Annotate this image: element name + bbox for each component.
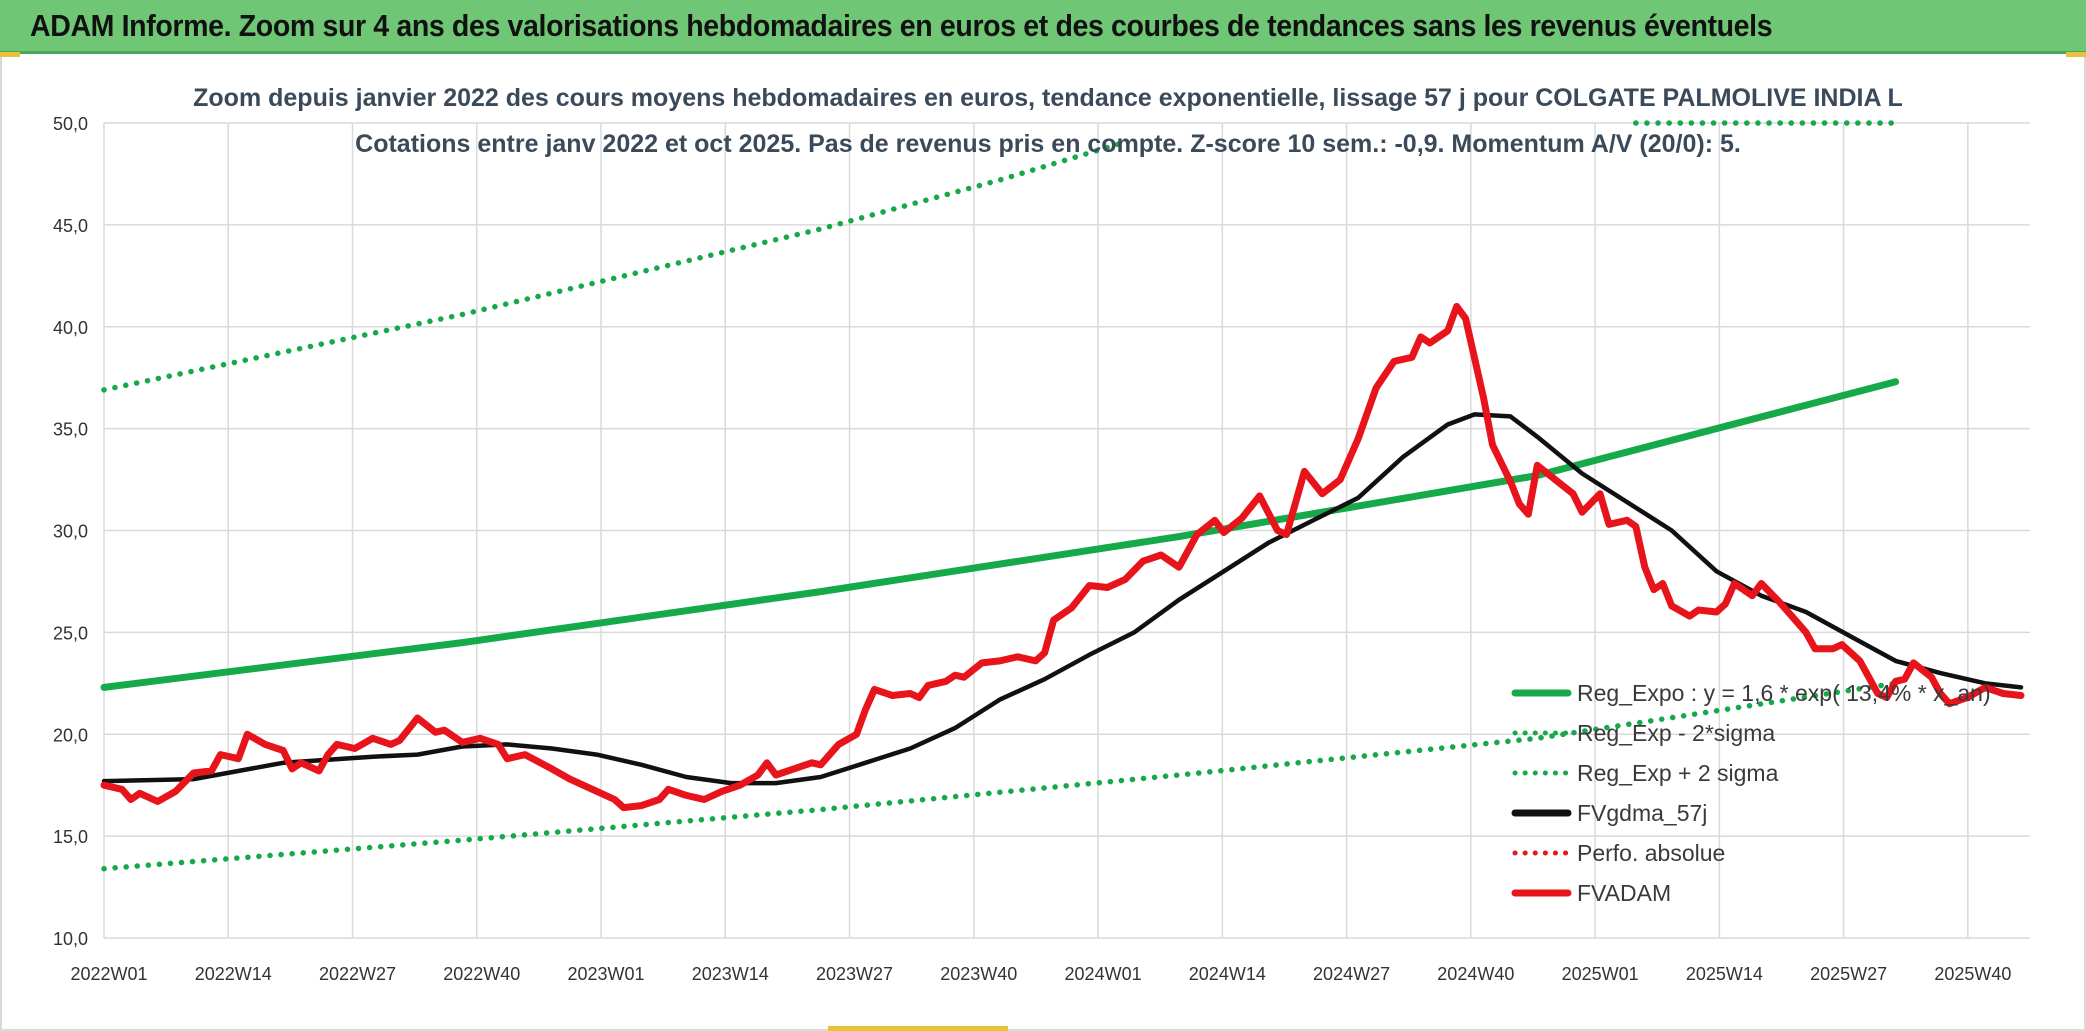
banner-accent-left: [0, 52, 20, 57]
gridlines: [103, 122, 2030, 939]
x-tick-label: 2022W14: [195, 964, 272, 984]
x-tick-label: 2024W14: [1189, 964, 1266, 984]
y-tick-label: 50,0: [53, 114, 88, 134]
chart-title-line2: Cotations entre janv 2022 et oct 2025. P…: [355, 130, 1741, 158]
x-tick-label: 2022W40: [443, 964, 520, 984]
report-title: ADAM Informe. Zoom sur 4 ans des valoris…: [30, 8, 1773, 43]
legend-label: Perfo. absolue: [1577, 840, 1725, 866]
legend-label: Reg_Exp + 2 sigma: [1577, 760, 1779, 786]
legend-label: FVADAM: [1577, 880, 1671, 906]
x-tick-label: 2023W40: [940, 964, 1017, 984]
y-tick-label: 20,0: [53, 725, 88, 745]
y-tick-label: 15,0: [53, 827, 88, 847]
y-tick-label: 45,0: [53, 216, 88, 236]
x-tick-label: 2025W40: [1934, 964, 2011, 984]
bottom-accent: [828, 1026, 1008, 1031]
series-fvadam: [100, 302, 2025, 812]
x-tick-label: 2023W27: [816, 964, 893, 984]
y-tick-label: 40,0: [53, 318, 88, 338]
x-tick-label: 2022W01: [70, 964, 147, 984]
chart-title-line1: Zoom depuis janvier 2022 des cours moyen…: [193, 84, 1903, 112]
x-tick-label: 2024W27: [1313, 964, 1390, 984]
series-fvgdma-57j: [101, 412, 2024, 786]
x-tick-label: 2022W27: [319, 964, 396, 984]
x-tick-label: 2023W14: [692, 964, 769, 984]
x-tick-label: 2025W27: [1810, 964, 1887, 984]
x-tick-label: 2025W01: [1562, 964, 1639, 984]
x-axis-ticks: 2022W01 2022W14 2022W27 2022W40 2023W01 2023W…: [70, 964, 2011, 984]
legend-label: FVgdma_57j: [1577, 800, 1707, 826]
x-tick-label: 2025W14: [1686, 964, 1763, 984]
x-tick-label: 2024W01: [1065, 964, 1142, 984]
legend: Reg_Expo : y = 1,6 * exp( 13,4% * x_an) R…: [1511, 680, 1991, 906]
y-tick-label: 35,0: [53, 420, 88, 440]
banner-accent-right: [2066, 52, 2086, 57]
series-group: [100, 120, 2025, 872]
series-reg-exp-2-sigma: [101, 680, 1899, 872]
series-reg-exp-2-sigma: [101, 140, 1124, 393]
x-tick-label: 2023W01: [568, 964, 645, 984]
y-tick-label: 10,0: [53, 929, 88, 949]
y-tick-label: 25,0: [53, 623, 88, 643]
y-axis-ticks: 10,0 15,0 20,0 25,0 30,0 35,0 40,0 45,0 50,0: [53, 114, 88, 949]
legend-label: Reg_Expo : y = 1,6 * exp( 13,4% * x_an): [1577, 680, 1991, 706]
report-banner: ADAM Informe. Zoom sur 4 ans des valoris…: [0, 0, 2086, 54]
series-reg-expo: [100, 378, 1900, 691]
x-tick-label: 2024W40: [1437, 964, 1514, 984]
y-tick-label: 30,0: [53, 522, 88, 542]
legend-label: Reg_Exp - 2*sigma: [1577, 720, 1775, 746]
